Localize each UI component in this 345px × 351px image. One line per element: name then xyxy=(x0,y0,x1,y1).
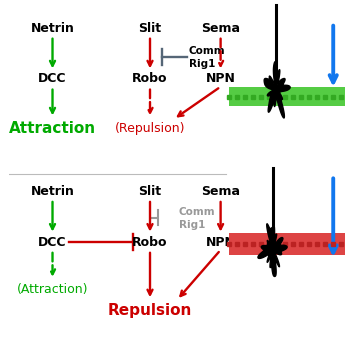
Text: Repulsion: Repulsion xyxy=(108,303,192,318)
Text: Comm: Comm xyxy=(179,207,215,217)
Text: Netrin: Netrin xyxy=(31,185,75,198)
Text: Slit: Slit xyxy=(138,185,161,198)
Text: DCC: DCC xyxy=(38,236,67,249)
Text: Slit: Slit xyxy=(138,21,161,35)
Bar xyxy=(229,233,345,256)
Text: Netrin: Netrin xyxy=(31,21,75,35)
Text: Sema: Sema xyxy=(201,185,240,198)
Text: DCC: DCC xyxy=(38,72,67,86)
Text: Rig1: Rig1 xyxy=(189,59,215,69)
Text: Robo: Robo xyxy=(132,72,168,86)
Text: Rig1: Rig1 xyxy=(179,220,205,230)
Text: (Attraction): (Attraction) xyxy=(17,283,88,296)
Text: Attraction: Attraction xyxy=(9,121,96,135)
Text: NPN: NPN xyxy=(206,236,236,249)
Text: Robo: Robo xyxy=(132,236,168,249)
Bar xyxy=(229,87,345,106)
Polygon shape xyxy=(264,62,290,118)
Text: NPN: NPN xyxy=(206,72,236,86)
Text: Comm: Comm xyxy=(189,46,225,56)
Text: Sema: Sema xyxy=(201,21,240,35)
Text: (Repulsion): (Repulsion) xyxy=(115,121,185,135)
Polygon shape xyxy=(258,224,287,277)
